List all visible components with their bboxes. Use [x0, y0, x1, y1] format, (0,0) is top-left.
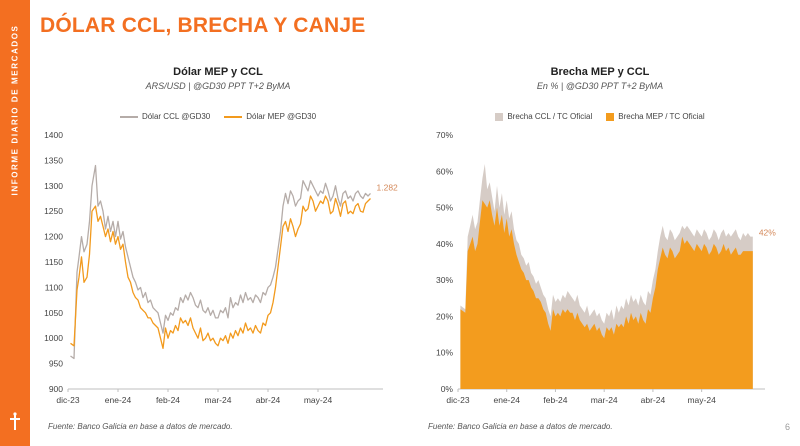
- y-tick-label: 1150: [45, 257, 64, 267]
- legend-swatch-ccl: [119, 115, 138, 118]
- x-tick-label: feb-24: [156, 395, 180, 405]
- chart-legend: Dólar CCL @GD30 Dólar MEP @GD30: [38, 112, 398, 121]
- legend-item-brecha-mep: Brecha MEP / TC Oficial: [606, 112, 705, 121]
- sidebar-label: INFORME DIARIO DE MERCADOS: [10, 24, 20, 196]
- chart-dolar-mep-ccl: 900 950 1000 1050 1100 1150 1200 1250 1300 1350 14…: [38, 62, 398, 422]
- y-tick-label: 1400: [44, 130, 63, 140]
- source-note-right: Fuente: Banco Galicia en base a datos de…: [428, 422, 613, 431]
- legend-swatch-brecha-ccl: [495, 112, 504, 121]
- end-value-label: 1.282: [377, 182, 399, 192]
- y-tick-label: 1300: [44, 181, 63, 191]
- x-tick-label: dic-23: [446, 395, 469, 405]
- chart-subtitle: En % | @GD30 PPT T+2 ByMA: [536, 81, 664, 91]
- legend-swatch-mep: [224, 115, 243, 118]
- y-tick-label: 10%: [436, 348, 453, 358]
- y-tick-label: 70%: [436, 130, 453, 140]
- x-tick-label: may-24: [687, 395, 716, 405]
- chart-brecha-mep-ccl-canvas: 0% 10% 20% 30% 40% 50% 60% 70% dic-23 ene-24 feb-2…: [436, 130, 776, 405]
- y-tick-label: 40%: [436, 239, 453, 249]
- y-tick-label: 60%: [436, 166, 453, 176]
- legend-label-mep: Dólar MEP @GD30: [246, 112, 317, 121]
- chart-title: Brecha MEP y CCL: [550, 66, 650, 78]
- x-tick-label: abr-24: [641, 395, 666, 405]
- chart-title: Dólar MEP y CCL: [173, 66, 263, 78]
- x-tick-label: abr-24: [256, 395, 281, 405]
- y-tick-label: 900: [49, 384, 63, 394]
- legend-item-ccl: Dólar CCL @GD30: [119, 112, 211, 121]
- x-tick-label: feb-24: [543, 395, 567, 405]
- chart-dolar-mep-ccl-canvas: 900 950 1000 1050 1100 1150 1200 1250 1300 1350 14…: [44, 130, 399, 405]
- logo-icon: [10, 412, 20, 430]
- series-d-lar-mep-gd30-line: [70, 195, 371, 350]
- x-tick-label: dic-23: [56, 395, 79, 405]
- y-tick-label: 0%: [441, 384, 454, 394]
- page-number: 6: [784, 422, 790, 432]
- x-tick-label: ene-24: [105, 395, 132, 405]
- y-tick-label: 950: [49, 359, 63, 369]
- y-tick-label: 1200: [44, 232, 63, 242]
- legend-label-brecha-ccl: Brecha CCL / TC Oficial: [507, 112, 593, 121]
- y-tick-label: 1050: [44, 308, 63, 318]
- chart-subtitle: ARS/USD | @GD30 PPT T+2 ByMA: [145, 81, 291, 91]
- series-d-lar-ccl-gd30-line: [70, 164, 371, 360]
- x-tick-label: mar-24: [205, 395, 232, 405]
- x-tick-label: may-24: [304, 395, 333, 405]
- source-note-left: Fuente: Banco Galicia en base a datos de…: [48, 422, 233, 431]
- series-brecha-mep-tc-oficial-area: [460, 200, 753, 389]
- x-tick-label: ene-24: [493, 395, 520, 405]
- y-tick-label: 1250: [44, 206, 63, 216]
- y-tick-label: 50%: [436, 203, 453, 213]
- chart-legend: Brecha CCL / TC Oficial Brecha MEP / TC …: [420, 112, 780, 121]
- y-tick-label: 1000: [44, 333, 63, 343]
- end-value-label: 42%: [759, 228, 776, 238]
- x-tick-label: mar-24: [591, 395, 618, 405]
- legend-swatch-brecha-mep: [606, 112, 615, 121]
- y-tick-label: 1100: [45, 282, 64, 292]
- y-tick-label: 30%: [436, 275, 453, 285]
- y-tick-label: 1350: [44, 155, 63, 165]
- legend-label-ccl: Dólar CCL @GD30: [141, 112, 211, 121]
- chart-brecha-mep-ccl: 0% 10% 20% 30% 40% 50% 60% 70% dic-23 ene-24 feb-2…: [420, 62, 780, 422]
- sidebar: INFORME DIARIO DE MERCADOS: [0, 0, 30, 446]
- y-tick-label: 20%: [436, 311, 453, 321]
- legend-item-brecha-ccl: Brecha CCL / TC Oficial: [495, 112, 592, 121]
- legend-label-brecha-mep: Brecha MEP / TC Oficial: [618, 112, 705, 121]
- legend-item-mep: Dólar MEP @GD30: [224, 112, 316, 121]
- page-title: DÓLAR CCL, BRECHA Y CANJE: [40, 14, 366, 37]
